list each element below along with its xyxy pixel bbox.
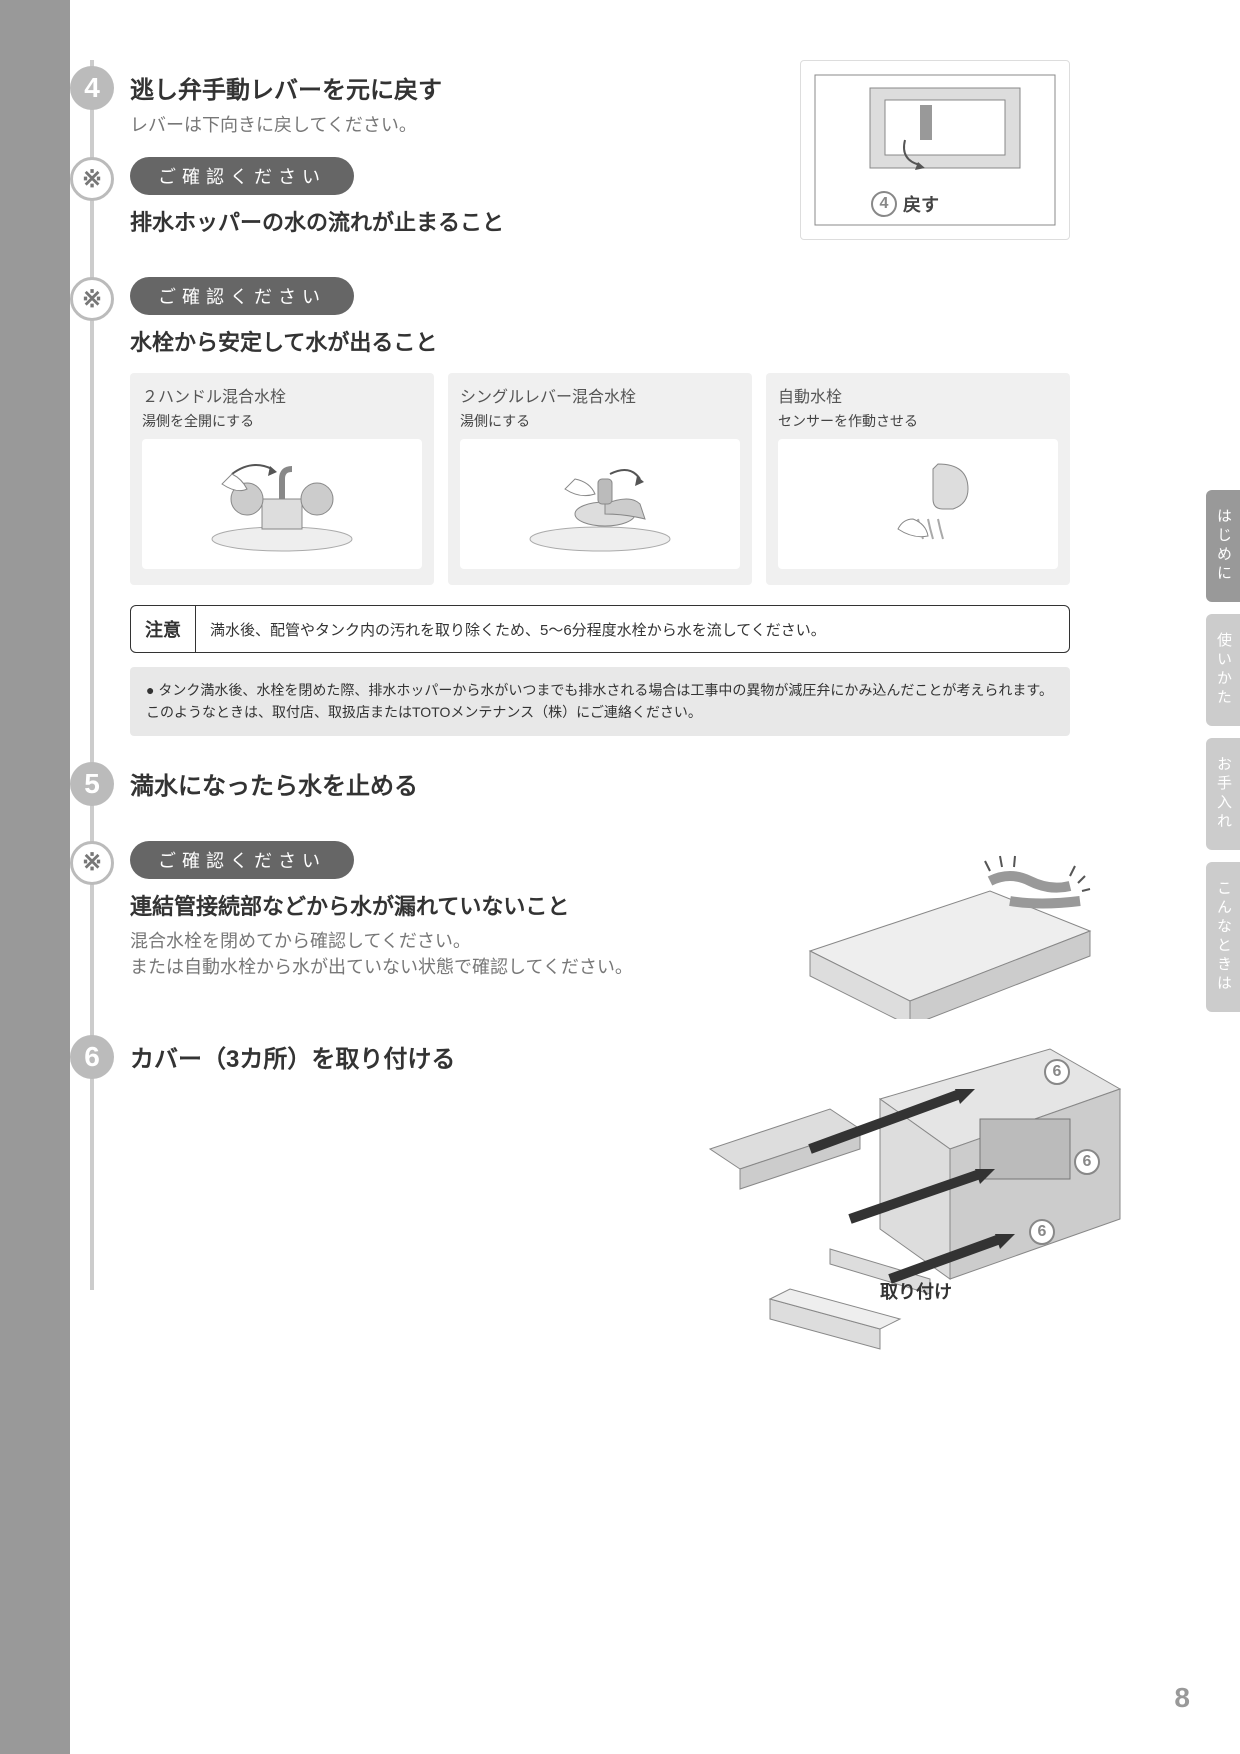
side-tab-trouble[interactable]: こんなときは	[1206, 862, 1240, 1012]
check-3-sub2: または自動水栓から水が出ていない状態で確認してください。	[130, 953, 650, 979]
caution-text: 満水後、配管やタンク内の汚れを取り除くため、5～6分程度水栓から水を流してくださ…	[196, 606, 840, 652]
step-4-subtitle: レバーは下向きに戻してください。	[130, 111, 650, 137]
gray-note: ● タンク満水後、水栓を閉めた際、排水ホッパーから水がいつまでも排水される場合は…	[130, 667, 1070, 736]
faucet-box-single: シングルレバー混合水栓 湯側にする	[448, 373, 752, 585]
step-6-callout-1: 6	[1044, 1059, 1070, 1085]
faucet-box-2handle: ２ハンドル混合水栓 湯側を全開にする	[130, 373, 434, 585]
page-content: 4 逃し弁手動レバーを元に戻す レバーは下向きに戻してください。 4 戻す ※ …	[70, 70, 1070, 1080]
check-1-marker: ※	[70, 157, 114, 201]
step-6-callout-2: 6	[1074, 1149, 1100, 1175]
check-2-pill: ご確認ください	[130, 277, 354, 315]
faucet-2-title: シングルレバー混合水栓	[460, 383, 740, 407]
caution-label: 注意	[131, 606, 196, 652]
faucet-1-sub: 湯側を全開にする	[142, 411, 422, 431]
faucet-2-illustration	[460, 439, 740, 569]
step-4-marker: 4	[70, 66, 114, 110]
side-tab-usage[interactable]: 使いかた	[1206, 614, 1240, 726]
left-margin-bar	[0, 0, 70, 1754]
faucet-3-title: 自動水栓	[778, 383, 1058, 407]
page-number: 8	[1174, 1682, 1190, 1714]
check-2-text: 水栓から安定して水が出ること	[130, 325, 1070, 357]
faucet-box-auto: 自動水栓 センサーを作動させる	[766, 373, 1070, 585]
step-6-title: カバー（3カ所）を取り付ける	[130, 1039, 550, 1074]
side-tabs: はじめに 使いかた お手入れ こんなときは	[1206, 490, 1240, 1024]
step-6-marker: 6	[70, 1035, 114, 1079]
faucet-2-sub: 湯側にする	[460, 411, 740, 431]
step-6-diagram-label: 取り付け	[880, 1278, 952, 1304]
check-3-diagram	[730, 831, 1150, 1031]
faucet-1-illustration	[142, 439, 422, 569]
faucet-row: ２ハンドル混合水栓 湯側を全開にする	[130, 373, 1070, 585]
check-1-text: 排水ホッパーの水の流れが止まること	[130, 205, 1070, 237]
check-3-sub1: 混合水栓を閉めてから確認してください。	[130, 927, 650, 953]
check-3-pill: ご確認ください	[130, 841, 354, 879]
check-1-pill: ご確認ください	[130, 157, 354, 195]
step-6-callout-3: 6	[1029, 1219, 1055, 1245]
step-5-title: 満水になったら水を止める	[130, 766, 1070, 801]
step-4-title: 逃し弁手動レバーを元に戻す	[130, 70, 650, 105]
side-tab-intro[interactable]: はじめに	[1206, 490, 1240, 602]
faucet-3-illustration	[778, 439, 1058, 569]
check-3-marker: ※	[70, 841, 114, 885]
side-tab-care[interactable]: お手入れ	[1206, 738, 1240, 850]
check-3-text: 連結管接続部などから水が漏れていないこと	[130, 889, 650, 921]
caution-box: 注意 満水後、配管やタンク内の汚れを取り除くため、5～6分程度水栓から水を流して…	[130, 605, 1070, 653]
faucet-1-title: ２ハンドル混合水栓	[142, 383, 422, 407]
check-2-marker: ※	[70, 277, 114, 321]
step-5-marker: 5	[70, 762, 114, 806]
faucet-3-sub: センサーを作動させる	[778, 411, 1058, 431]
step-6-diagram: 6 6 6 取り付け	[650, 1019, 1150, 1359]
